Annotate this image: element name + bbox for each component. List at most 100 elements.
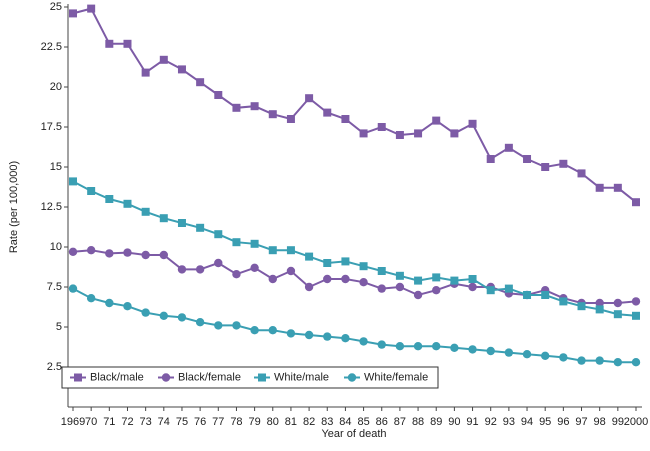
x-tick-label: 1969 <box>61 416 85 428</box>
legend-label: Black/male <box>90 371 144 383</box>
point <box>341 115 350 123</box>
series-line <box>72 249 637 304</box>
x-tick-label: 77 <box>212 416 224 428</box>
point <box>123 302 132 311</box>
point <box>250 326 259 335</box>
point <box>450 129 459 138</box>
point <box>486 286 495 295</box>
point <box>323 274 332 284</box>
legend-label: Black/female <box>178 371 241 383</box>
point <box>468 282 477 292</box>
point <box>377 267 386 275</box>
point <box>286 246 295 255</box>
point <box>286 266 296 276</box>
point <box>432 286 441 295</box>
point <box>541 291 550 299</box>
point <box>305 252 314 261</box>
point <box>595 305 604 314</box>
x-tick-label: 73 <box>140 416 152 428</box>
point <box>177 265 187 274</box>
x-tick-label: 80 <box>267 416 279 428</box>
point <box>286 115 295 123</box>
point <box>196 78 205 87</box>
point <box>177 65 186 74</box>
x-tick-label: 92 <box>485 416 497 428</box>
point <box>631 297 641 306</box>
point <box>504 348 514 357</box>
point <box>195 265 205 274</box>
y-tick-label: 5 <box>56 321 62 333</box>
point <box>105 298 114 308</box>
point <box>613 183 622 192</box>
series-line <box>72 7 637 203</box>
x-tick-label: 99 <box>612 416 624 428</box>
legend-marker <box>258 373 266 382</box>
series-line <box>72 180 637 317</box>
point <box>232 238 241 247</box>
x-tick-label: 71 <box>103 416 115 428</box>
y-tick-label: 15 <box>50 161 62 173</box>
point <box>540 351 550 360</box>
point <box>504 284 513 293</box>
x-tick-label: 84 <box>339 416 351 428</box>
x-tick-label: 88 <box>412 416 424 428</box>
point <box>414 276 423 285</box>
point <box>214 258 223 268</box>
x-tick-label: 76 <box>194 416 206 428</box>
point <box>595 356 604 365</box>
x-tick-label: 96 <box>557 416 569 428</box>
point <box>268 326 277 335</box>
point <box>613 298 623 308</box>
point <box>395 131 404 139</box>
x-tick-label: 72 <box>121 416 133 428</box>
y-tick-label: 17.5 <box>41 121 62 133</box>
legend-label: White/female <box>364 371 428 383</box>
point <box>323 108 332 117</box>
point <box>359 337 368 346</box>
point <box>141 68 150 77</box>
x-tick-label: 90 <box>448 416 460 428</box>
point <box>341 257 350 266</box>
point <box>522 350 532 359</box>
point <box>486 346 495 356</box>
series-line <box>72 287 636 364</box>
x-tick-label: 74 <box>158 416 170 428</box>
point <box>214 321 223 330</box>
x-tick-label: 70 <box>85 416 97 428</box>
point <box>268 274 277 284</box>
point <box>87 187 96 195</box>
point <box>613 310 622 319</box>
point <box>359 129 368 138</box>
point <box>304 282 314 292</box>
point <box>123 248 132 257</box>
point <box>232 103 241 112</box>
x-tick-label: 93 <box>503 416 515 428</box>
point <box>105 195 114 203</box>
x-tick-label: 75 <box>176 416 188 428</box>
point <box>432 116 441 125</box>
point <box>68 247 78 256</box>
point <box>450 343 459 352</box>
point <box>432 273 441 282</box>
point <box>395 342 405 351</box>
point <box>504 143 513 152</box>
point <box>69 9 77 18</box>
point <box>177 219 186 227</box>
point <box>305 94 314 103</box>
point <box>559 159 568 168</box>
point <box>341 274 350 284</box>
point <box>232 321 241 330</box>
point <box>523 155 532 163</box>
point <box>323 259 332 267</box>
point <box>159 55 168 64</box>
point <box>631 358 641 367</box>
point <box>432 342 441 351</box>
point <box>159 311 169 320</box>
point <box>413 342 423 351</box>
y-tick-label: 10 <box>50 241 62 253</box>
point <box>87 4 96 13</box>
y-tick-label: 22.5 <box>41 41 62 53</box>
legend-marker <box>74 373 82 382</box>
point <box>377 284 386 293</box>
